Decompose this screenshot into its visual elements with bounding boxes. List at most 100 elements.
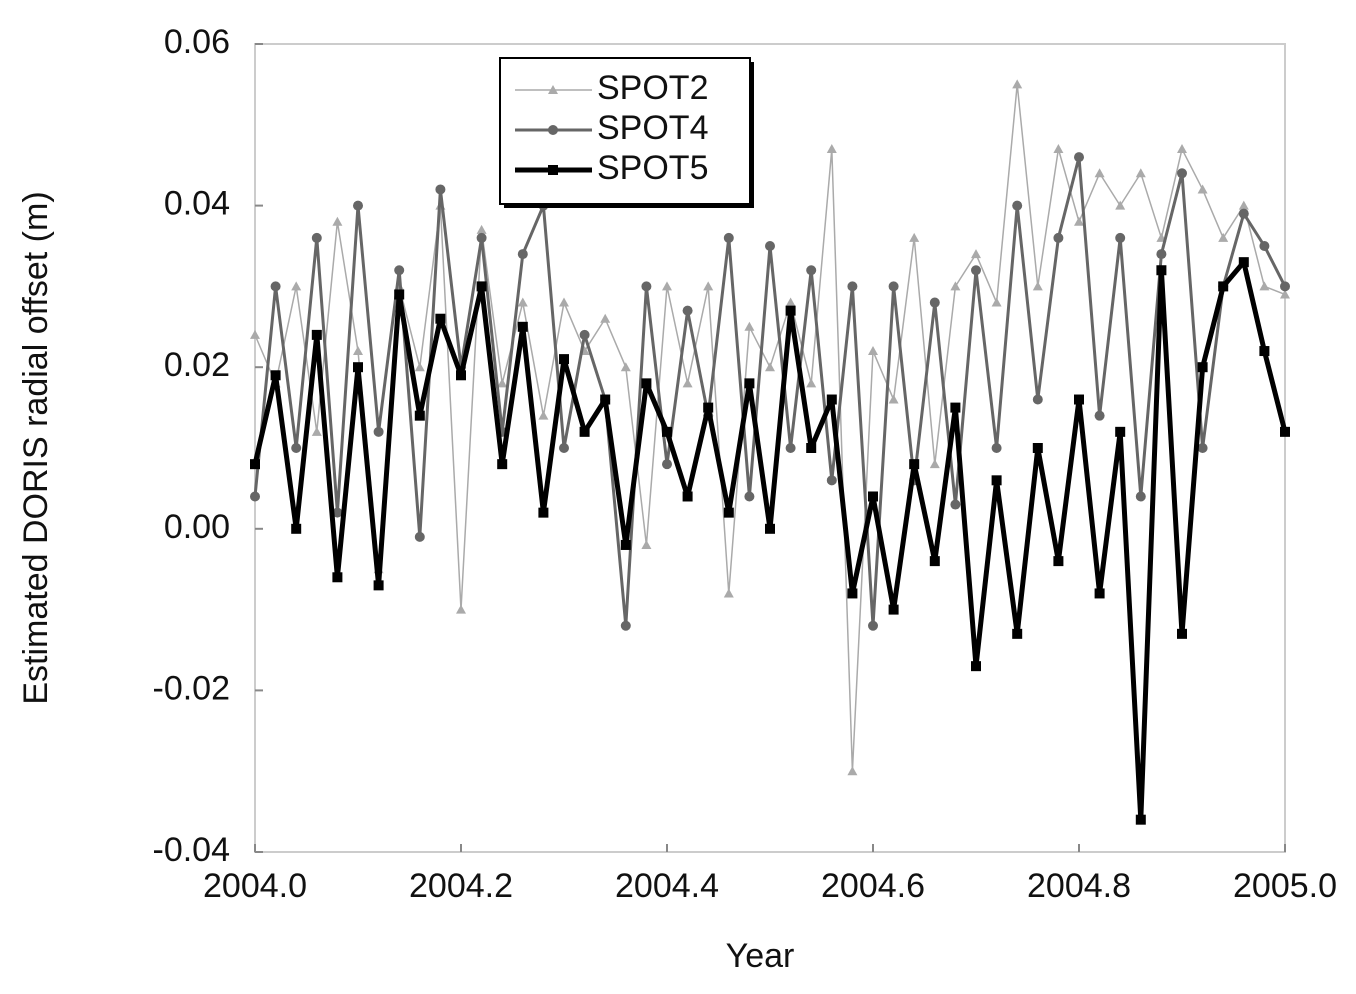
marker <box>1177 144 1187 154</box>
marker <box>723 507 734 518</box>
marker <box>806 265 817 276</box>
marker <box>476 224 487 234</box>
marker <box>414 410 425 421</box>
marker <box>682 378 693 388</box>
marker <box>971 265 981 276</box>
marker <box>723 588 734 598</box>
marker <box>435 184 446 195</box>
marker <box>929 556 940 567</box>
marker <box>662 459 672 470</box>
marker <box>1053 144 1064 154</box>
marker <box>517 297 528 307</box>
marker <box>1280 289 1290 299</box>
marker <box>682 305 693 316</box>
marker <box>311 426 322 436</box>
marker <box>1094 168 1105 178</box>
marker <box>744 491 755 502</box>
marker <box>435 313 446 324</box>
marker <box>1280 426 1290 437</box>
marker <box>1053 556 1064 567</box>
marker <box>806 443 817 453</box>
marker <box>785 305 796 316</box>
marker <box>950 499 961 510</box>
marker <box>662 426 672 437</box>
marker <box>414 531 425 542</box>
marker <box>1280 281 1290 292</box>
x-tick-label: 2005.0 <box>1233 867 1337 905</box>
marker <box>1197 184 1208 194</box>
marker <box>476 281 487 292</box>
marker <box>559 443 569 453</box>
marker <box>1074 216 1084 226</box>
marker <box>579 329 590 340</box>
marker <box>1074 394 1084 405</box>
series-line <box>253 155 1287 628</box>
marker <box>538 507 549 518</box>
marker <box>250 459 260 470</box>
marker <box>662 281 672 291</box>
marker <box>1259 346 1270 357</box>
marker <box>1094 588 1105 599</box>
y-tick-label: 0.00 <box>164 508 230 546</box>
series-line <box>252 259 1288 823</box>
marker <box>826 394 837 405</box>
x-tick-label: 2004.2 <box>409 867 513 905</box>
legend-label: SPOT5 <box>597 149 708 187</box>
marker <box>373 426 384 437</box>
marker <box>456 370 466 381</box>
marker <box>311 329 322 340</box>
marker <box>847 281 858 292</box>
marker <box>950 402 961 413</box>
marker <box>620 539 631 550</box>
marker <box>1177 628 1187 639</box>
marker <box>1218 232 1229 242</box>
y-tick-label: 0.06 <box>164 23 230 61</box>
marker <box>1053 232 1064 243</box>
marker <box>353 346 363 356</box>
marker <box>1238 257 1249 268</box>
marker <box>888 604 899 615</box>
marker <box>765 523 775 534</box>
marker <box>291 523 302 534</box>
marker <box>1115 426 1126 437</box>
marker <box>744 378 755 389</box>
legend-marker <box>548 125 558 135</box>
y-tick-label: 0.02 <box>164 346 230 384</box>
marker <box>476 232 487 243</box>
marker <box>270 370 281 381</box>
y-tick-label: -0.04 <box>153 831 231 869</box>
marker <box>1074 152 1084 163</box>
marker <box>1012 79 1023 89</box>
marker <box>250 329 260 339</box>
marker <box>826 475 837 486</box>
marker <box>868 491 878 502</box>
marker <box>559 297 569 307</box>
marker <box>929 297 940 308</box>
marker <box>765 362 775 372</box>
marker <box>1259 281 1270 291</box>
marker <box>373 580 384 591</box>
marker <box>353 362 363 373</box>
marker <box>1012 628 1023 639</box>
marker <box>497 459 508 470</box>
marker <box>1177 168 1187 179</box>
marker <box>868 346 878 356</box>
marker <box>1032 443 1043 453</box>
marker <box>785 443 796 453</box>
marker <box>971 661 981 672</box>
marker <box>394 289 405 300</box>
marker <box>1197 443 1208 453</box>
legend-marker <box>548 85 558 94</box>
marker <box>1135 814 1146 825</box>
marker <box>353 200 363 211</box>
marker <box>1115 232 1126 243</box>
marker <box>620 620 631 631</box>
y-tick-label: 0.04 <box>164 185 230 223</box>
marker <box>332 572 343 583</box>
marker <box>559 354 569 365</box>
marker <box>847 588 858 599</box>
x-tick-label: 2004.4 <box>615 867 719 905</box>
marker <box>1238 200 1249 210</box>
marker <box>620 362 631 372</box>
x-tick-label: 2004.8 <box>1027 867 1131 905</box>
